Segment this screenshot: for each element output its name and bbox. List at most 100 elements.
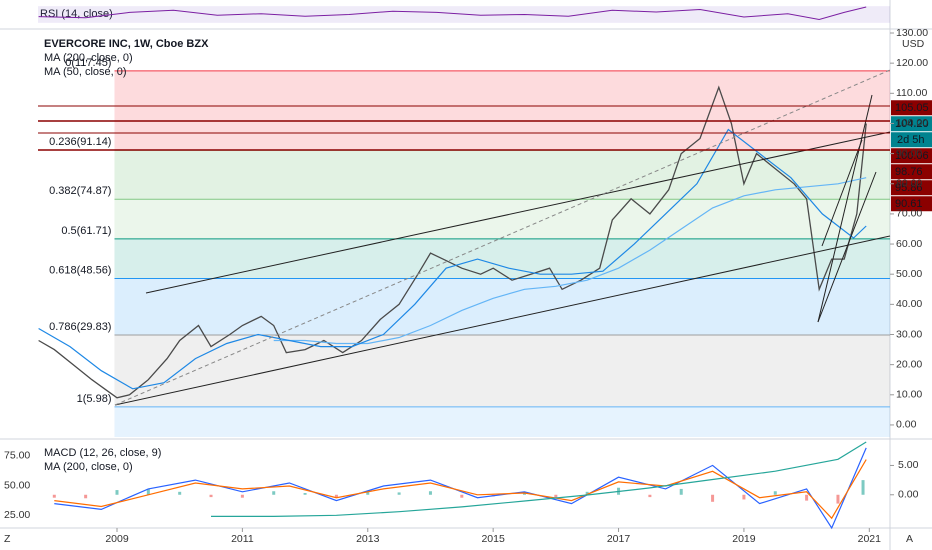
series-line [273, 177, 867, 345]
y-tick-label: 60.00 [896, 238, 922, 250]
histogram-bar [836, 494, 840, 504]
price-label-box [891, 116, 932, 132]
y-tick-label: 5.00 [898, 459, 919, 471]
countdown: 2d 5h [897, 134, 925, 146]
histogram-bar [554, 494, 558, 499]
y-tick-label: 110.00 [896, 87, 927, 99]
corner-button[interactable]: A [906, 533, 913, 545]
trend-lines [38, 69, 891, 406]
histogram-bar [334, 494, 338, 498]
price-label-box [891, 164, 932, 180]
fib-zone [114, 278, 890, 336]
series-line [38, 85, 867, 399]
macd-line [211, 441, 867, 517]
histogram-bar [209, 494, 213, 498]
fib-label: 1(5.98) [77, 393, 112, 405]
price-label: 90.61 [895, 198, 923, 210]
histogram-bar [679, 488, 683, 495]
macd-line [54, 447, 867, 530]
price-label-box [891, 196, 932, 212]
y-tick-label: 120.00 [896, 57, 928, 69]
rsi-line [38, 6, 867, 21]
x-tick-label: 2015 [481, 533, 505, 545]
legend-entry: MA (50, close, 0) [44, 66, 127, 78]
histogram-bar [648, 494, 652, 498]
fib-label: 0.236(91.14) [49, 136, 111, 148]
fib-zone [114, 70, 890, 151]
fib-label: 0.786(29.83) [49, 321, 111, 333]
corner-button[interactable]: Z [4, 533, 11, 545]
x-tick-label: 2009 [105, 533, 129, 545]
histogram-bar [460, 494, 464, 498]
series-line [38, 128, 867, 390]
price-label-box [891, 180, 932, 196]
fib-label: 0.382(74.87) [49, 185, 111, 197]
trend-line [821, 139, 863, 247]
histogram-bar [742, 494, 746, 500]
macd-title: MACD (12, 26, close, 9) [44, 447, 161, 459]
y-tick-label: 50.00 [896, 268, 922, 280]
price-label: 98.76 [895, 166, 923, 178]
fib-zone [114, 150, 890, 200]
histogram-bar [272, 491, 276, 495]
macd-line [54, 459, 867, 520]
price-label-box [891, 148, 932, 164]
price-label: 95.86 [895, 182, 923, 194]
symbol-title: EVERCORE INC, 1W, Cboe BZX [44, 38, 209, 50]
legend-entry: MA (200, close, 0) [44, 52, 133, 64]
histogram-bar [711, 494, 715, 502]
fib-zone [114, 199, 890, 239]
histogram-bar [178, 491, 182, 495]
trend-line [114, 69, 891, 406]
fib-zone [114, 238, 890, 279]
histogram-bar [585, 491, 589, 495]
trend-line [817, 171, 877, 323]
x-tick-label: 2017 [607, 533, 631, 545]
fib-label: 0.618(48.56) [49, 264, 111, 276]
fib-zone [114, 406, 890, 437]
histogram-bar [240, 494, 244, 498]
y-tick-label: 80.00 [896, 178, 922, 190]
histogram-bar [366, 491, 370, 495]
y-tick-label: 100.00 [896, 117, 928, 129]
histogram-bar [397, 492, 401, 495]
histogram-bar [428, 491, 432, 495]
fib-label: 0.5(61.71) [61, 225, 111, 237]
price-label: 104.20 [895, 118, 929, 130]
main-pane [38, 85, 867, 399]
price-label: 105.05 [895, 102, 929, 114]
currency: USD [902, 38, 925, 50]
x-tick-label: 2011 [231, 533, 254, 545]
y-tick-label: 30.00 [896, 328, 922, 340]
histogram-bar [115, 490, 119, 495]
y-tick-label: 90.00 [896, 147, 922, 159]
histogram-bar [84, 494, 88, 499]
fib-label: 0(117.45) [65, 57, 111, 69]
price-label: 100.06 [895, 150, 929, 162]
y-tick-label: 40.00 [896, 298, 922, 310]
y-tick-label: 20.00 [896, 358, 922, 370]
trend-line [145, 131, 891, 294]
y-tick-label: 130.00 [896, 27, 928, 39]
y2-tick-label: 25.00 [4, 509, 30, 521]
histogram-bar [861, 480, 865, 495]
x-tick-label: 2021 [858, 533, 882, 545]
price-label-box [891, 100, 932, 116]
x-tick-label: 2013 [356, 533, 380, 545]
trend-line [114, 235, 891, 406]
fib-zone [114, 335, 890, 407]
macd-ma-title: MA (200, close, 0) [44, 461, 133, 473]
y-tick-label: 0.00 [896, 419, 917, 431]
y2-tick-label: 50.00 [4, 479, 30, 491]
histogram-bar [146, 488, 150, 495]
y-tick-label: 0.00 [898, 489, 919, 501]
histogram-bar [303, 493, 307, 495]
y-tick-label: 70.00 [896, 208, 922, 220]
histogram-bar [805, 494, 809, 501]
histogram-bar [773, 491, 777, 495]
price-labels: 105.05 104.20 2d 5h 100.06 98.76 95.86 90.61 [891, 100, 932, 212]
y2-tick-label: 75.00 [4, 449, 30, 461]
y-tick-label: 10.00 [896, 389, 922, 401]
